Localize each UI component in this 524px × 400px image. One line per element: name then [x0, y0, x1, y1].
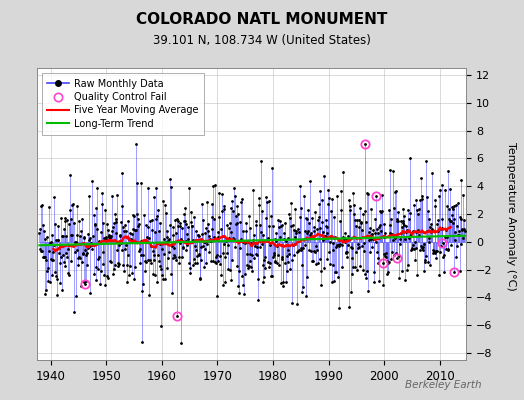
- Legend: Raw Monthly Data, Quality Control Fail, Five Year Moving Average, Long-Term Tren: Raw Monthly Data, Quality Control Fail, …: [41, 73, 204, 135]
- Text: Temperature Anomaly (°C): Temperature Anomaly (°C): [506, 142, 516, 290]
- Text: COLORADO NATL MONUMENT: COLORADO NATL MONUMENT: [136, 12, 388, 27]
- Text: 39.101 N, 108.734 W (United States): 39.101 N, 108.734 W (United States): [153, 34, 371, 47]
- Text: Berkeley Earth: Berkeley Earth: [406, 380, 482, 390]
